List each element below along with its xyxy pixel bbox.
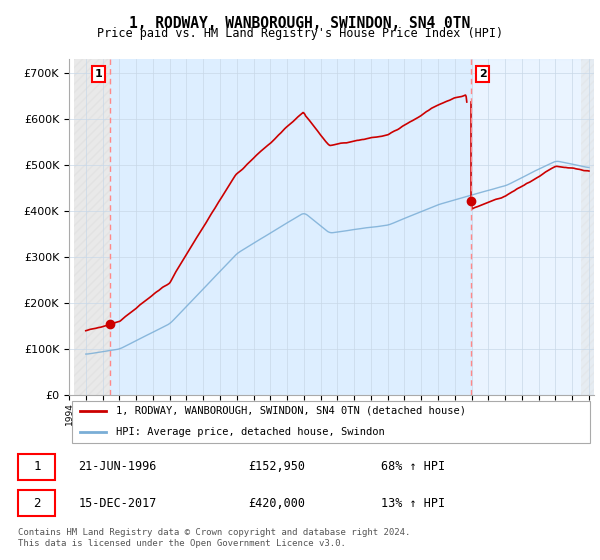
Text: Price paid vs. HM Land Registry's House Price Index (HPI): Price paid vs. HM Land Registry's House … <box>97 27 503 40</box>
Text: £420,000: £420,000 <box>248 497 305 510</box>
Text: 21-JUN-1996: 21-JUN-1996 <box>78 460 157 473</box>
Bar <box>74 59 110 395</box>
FancyBboxPatch shape <box>71 401 590 444</box>
Text: 1, RODWAY, WANBOROUGH, SWINDON, SN4 0TN (detached house): 1, RODWAY, WANBOROUGH, SWINDON, SN4 0TN … <box>116 406 466 416</box>
Bar <box>581 59 594 395</box>
Text: 68% ↑ HPI: 68% ↑ HPI <box>380 460 445 473</box>
Text: 2: 2 <box>33 497 41 510</box>
Text: 1: 1 <box>95 69 103 79</box>
Text: 2: 2 <box>479 69 487 79</box>
Text: 1: 1 <box>33 460 41 473</box>
Bar <box>110 59 471 395</box>
Text: 13% ↑ HPI: 13% ↑ HPI <box>380 497 445 510</box>
Text: 15-DEC-2017: 15-DEC-2017 <box>78 497 157 510</box>
Text: HPI: Average price, detached house, Swindon: HPI: Average price, detached house, Swin… <box>116 427 385 437</box>
FancyBboxPatch shape <box>18 491 55 516</box>
Bar <box>471 59 594 395</box>
FancyBboxPatch shape <box>18 454 55 479</box>
Text: Contains HM Land Registry data © Crown copyright and database right 2024.
This d: Contains HM Land Registry data © Crown c… <box>18 528 410 548</box>
Text: 1, RODWAY, WANBOROUGH, SWINDON, SN4 0TN: 1, RODWAY, WANBOROUGH, SWINDON, SN4 0TN <box>130 16 470 31</box>
Text: £152,950: £152,950 <box>248 460 305 473</box>
